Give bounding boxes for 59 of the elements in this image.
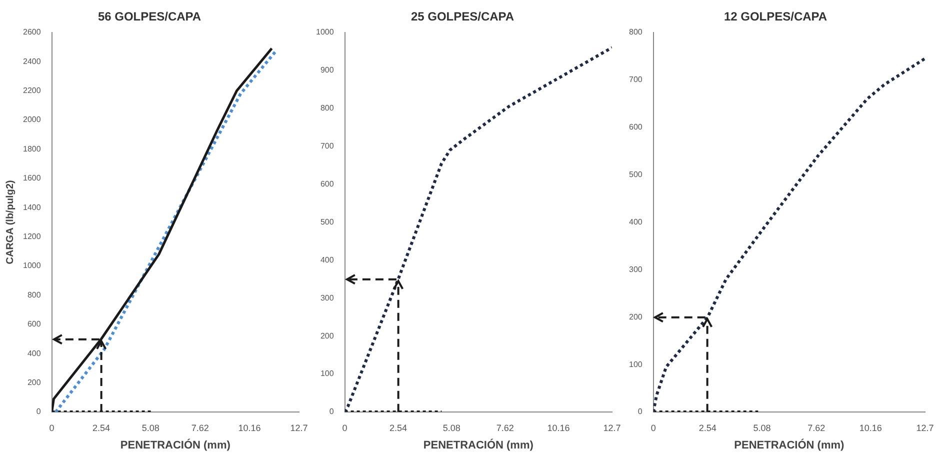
chart-title: 56 GOLPES/CAPA [98, 10, 202, 24]
x-tick-label: 5.08 [442, 422, 460, 433]
y-tick-label: 800 [27, 290, 42, 300]
y-tick-label: 700 [320, 141, 334, 150]
y-tick-label: 1000 [316, 28, 334, 37]
x-tick-label: 12.7 [290, 422, 308, 433]
x-tick-label: 10.16 [547, 422, 570, 433]
y-tick-label: 200 [628, 312, 643, 322]
x-tick-label: 2.54 [92, 422, 110, 433]
y-tick-label: 500 [628, 170, 643, 179]
y-tick-label: 300 [320, 293, 334, 302]
y-tick-label: 100 [628, 360, 643, 369]
y-tick-label: 800 [628, 28, 643, 37]
chart-title: 25 GOLPES/CAPA [410, 10, 514, 24]
y-tick-label: 0 [36, 407, 42, 416]
y-tick-label: 400 [27, 348, 42, 358]
x-tick-label: 0 [650, 422, 656, 433]
y-axis-title: CARGA (lb/pulg2) [4, 180, 16, 264]
chart-title: 12 GOLPES/CAPA [724, 10, 828, 24]
y-tick-label: 900 [320, 66, 334, 75]
x-tick-label: 12.7 [603, 422, 621, 433]
x-tick-label: 7.62 [808, 422, 826, 433]
y-tick-label: 1000 [23, 261, 42, 270]
x-tick-label: 5.08 [753, 422, 771, 433]
x-tick-label: 7.62 [496, 422, 514, 433]
y-tick-label: 1200 [23, 232, 42, 242]
y-tick-label: 200 [27, 378, 42, 388]
x-tick-label: 5.08 [142, 422, 160, 433]
y-tick-label: 2200 [23, 86, 42, 96]
y-tick-label: 600 [628, 122, 643, 132]
y-tick-label: 600 [27, 320, 42, 329]
x-tick-label: 12.7 [916, 422, 934, 433]
y-tick-label: 0 [329, 407, 334, 416]
x-axis-title: PENETRACIÓN (mm) [734, 438, 845, 452]
y-tick-label: 800 [320, 104, 334, 113]
x-tick-label: 7.62 [191, 422, 209, 433]
y-tick-label: 2000 [23, 115, 42, 124]
x-tick-label: 2.54 [389, 422, 408, 433]
y-tick-label: 2600 [23, 28, 42, 37]
y-tick-label: 1800 [23, 144, 42, 154]
y-tick-label: 1400 [23, 202, 42, 212]
y-tick-label: 200 [320, 331, 334, 340]
y-tick-label: 2400 [23, 56, 42, 66]
y-tick-label: 300 [628, 264, 643, 274]
x-tick-label: 2.54 [698, 422, 716, 433]
y-tick-label: 400 [628, 217, 643, 226]
x-axis-title: PENETRACIÓN (mm) [423, 438, 534, 452]
y-tick-label: 500 [320, 217, 334, 226]
y-tick-label: 1600 [23, 174, 42, 183]
y-tick-label: 0 [638, 407, 643, 416]
y-tick-label: 400 [320, 255, 334, 264]
x-tick-label: 10.16 [859, 422, 882, 433]
x-tick-label: 0 [49, 422, 54, 433]
x-axis-title: PENETRACIÓN (mm) [120, 438, 231, 452]
x-tick-label: 0 [342, 422, 348, 433]
y-tick-label: 100 [320, 369, 334, 378]
x-tick-label: 10.16 [238, 422, 261, 433]
y-tick-label: 600 [320, 179, 334, 188]
y-tick-label: 700 [628, 75, 643, 84]
